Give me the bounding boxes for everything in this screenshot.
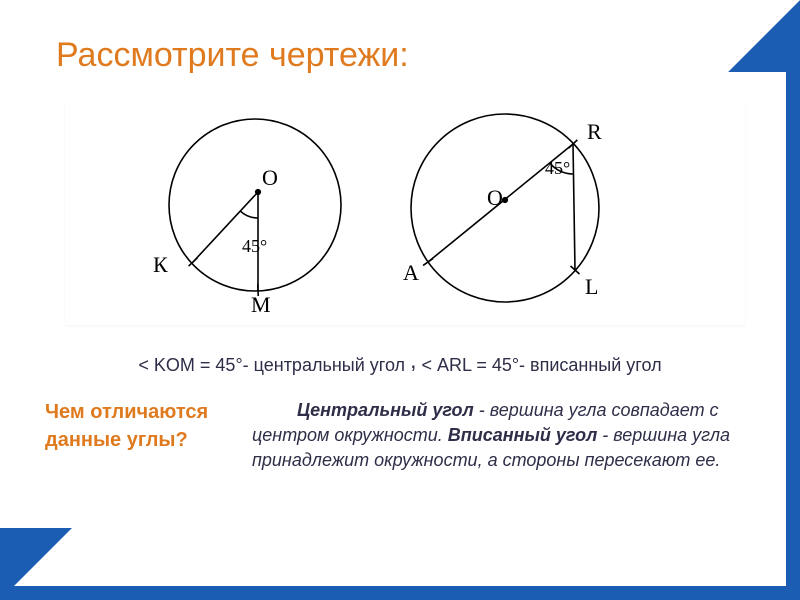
label-angle-1: 45° xyxy=(242,236,267,256)
caption-kom: < KOM = 45°- центральный угол xyxy=(138,355,410,375)
term-central: Центральный угол xyxy=(297,400,474,420)
frame-corner-tr xyxy=(728,0,800,72)
label-O-2: O xyxy=(487,185,503,210)
caption-arl: < ARL = 45°- вписанный угол xyxy=(416,355,661,375)
label-R: R xyxy=(587,119,602,144)
slide: Рассмотрите чертежи: O К М 45° xyxy=(0,0,800,600)
frame-right xyxy=(786,60,800,600)
term-inscribed: Вписанный угол xyxy=(448,425,597,445)
label-K: К xyxy=(153,252,168,277)
label-A: A xyxy=(403,260,419,285)
diagram-svg: O К М 45° O A R L 45° xyxy=(65,100,745,325)
label-angle-2: 45° xyxy=(545,158,570,178)
frame-corner-bl xyxy=(0,528,72,600)
caption-comma: , xyxy=(410,347,416,373)
diagram-panel: O К М 45° O A R L 45° xyxy=(65,100,745,325)
diagram-caption: < KOM = 45°- центральный угол , < ARL = … xyxy=(60,350,740,377)
label-M: М xyxy=(251,292,271,317)
inscribed-angle-circle: O A R L 45° xyxy=(403,114,602,302)
label-L: L xyxy=(585,274,598,299)
frame-bottom xyxy=(0,586,800,600)
page-title: Рассмотрите чертежи: xyxy=(56,36,409,75)
question-text: Чем отличаются данные углы? xyxy=(45,398,235,454)
central-angle-circle: O К М 45° xyxy=(153,119,341,317)
definition-text: Центральный угол - вершина угла совпадае… xyxy=(252,398,744,474)
label-O-1: O xyxy=(262,165,278,190)
def-indent xyxy=(252,400,297,420)
